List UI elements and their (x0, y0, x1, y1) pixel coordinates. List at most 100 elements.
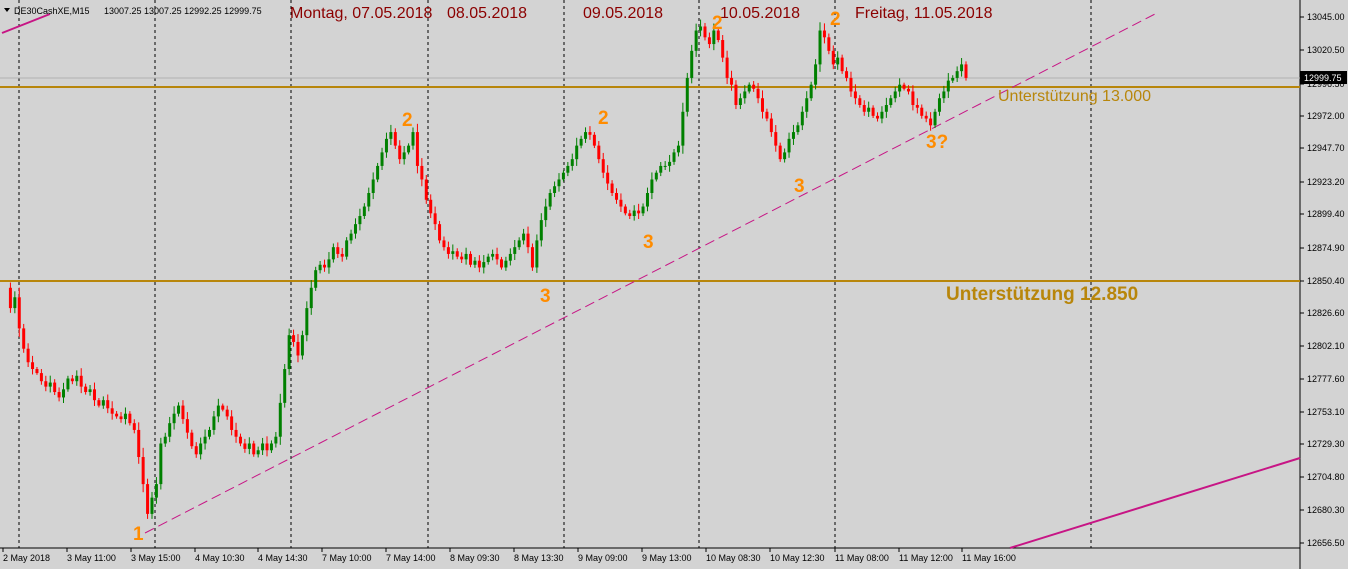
wave-label: 2 (830, 9, 841, 30)
candle-body (92, 389, 96, 401)
candle-body (535, 240, 539, 268)
candle-body (676, 145, 680, 153)
candle-body (725, 57, 729, 78)
candle-body (889, 98, 893, 106)
x-tick-label: 11 May 16:00 (962, 553, 1016, 563)
x-tick-label: 10 May 12:30 (770, 553, 825, 563)
candle-body (615, 193, 619, 200)
candle-body (743, 91, 747, 99)
candle-body (274, 436, 278, 444)
candle-body (17, 297, 21, 329)
candle-body (752, 84, 756, 89)
candle-body (101, 400, 105, 406)
candle-body (685, 77, 689, 112)
candle-body (141, 457, 145, 485)
candle-body (858, 98, 862, 106)
candle-body (451, 251, 455, 254)
y-tick-label: 12802.10 (1307, 341, 1345, 351)
wave-label: 3? (926, 132, 948, 153)
y-tick-label: 13020.50 (1307, 45, 1345, 55)
y-tick-label: 12899.40 (1307, 209, 1345, 219)
candle-body (336, 247, 340, 254)
candle-body (22, 328, 26, 349)
x-tick-label: 8 May 09:30 (450, 553, 500, 563)
candle-body (433, 213, 437, 225)
candle-body (194, 446, 198, 455)
candle-body (769, 118, 773, 133)
candle-body (398, 145, 402, 160)
candle-body (208, 429, 212, 437)
candle-body (937, 98, 941, 112)
candle-body (221, 405, 225, 410)
x-tick-label: 11 May 12:00 (899, 553, 953, 563)
candle-body (504, 260, 508, 268)
candle-body (619, 199, 623, 207)
candle-body (623, 206, 627, 214)
candle-body (730, 77, 734, 85)
candle-body (154, 484, 158, 498)
candle-body (906, 88, 910, 92)
x-tick-label: 3 May 11:00 (67, 553, 116, 563)
candle-body (668, 161, 672, 166)
candle-body (314, 270, 318, 288)
candle-body (584, 132, 588, 139)
candle-body (420, 165, 424, 180)
chevron-down-icon[interactable] (4, 8, 10, 12)
candle-body (787, 138, 791, 153)
trendline-dashed[interactable] (144, 13, 1156, 534)
y-tick-label: 12680.30 (1307, 505, 1345, 515)
candle-body (867, 107, 871, 112)
candle-body (597, 145, 601, 160)
candle-body (367, 193, 371, 207)
trendline-channel-lower[interactable] (1009, 457, 1301, 549)
candle-body (477, 260, 481, 268)
candle-body (110, 408, 114, 414)
candle-body (79, 375, 83, 387)
candle-body (672, 152, 676, 162)
candle-body (26, 348, 30, 363)
candle-body (269, 443, 273, 451)
candle-body (358, 216, 362, 225)
candle-body (442, 240, 446, 248)
candle-body (216, 405, 220, 417)
candle-body (929, 118, 933, 126)
day-header: Freitag, 11.05.2018 (855, 5, 993, 22)
candle-body (123, 413, 127, 420)
candle-body (628, 213, 632, 217)
candle-body (517, 240, 521, 248)
candle-body (415, 132, 419, 166)
candle-body (39, 373, 43, 382)
trendline-channel-upper[interactable] (1, 13, 51, 34)
candle-body (871, 107, 875, 116)
x-tick-label: 2 May 2018 (3, 553, 50, 563)
candle-body (376, 165, 380, 180)
x-tick-label: 11 May 08:00 (835, 553, 889, 563)
day-header: Montag, 07.05.2018 (290, 5, 432, 22)
candle-body (53, 382, 57, 393)
support-label-13000: Unterstützung 13.000 (998, 88, 1151, 105)
candle-body (172, 413, 176, 424)
candle-body (230, 416, 234, 430)
candle-body (190, 432, 194, 447)
candle-body (84, 386, 88, 393)
candle-body (455, 251, 459, 257)
candle-body (283, 369, 287, 403)
candle-body (177, 405, 181, 414)
candle-body (553, 186, 557, 194)
support-label-12850: Unterstützung 12.850 (946, 284, 1138, 305)
candle-body (570, 159, 574, 166)
candle-body (637, 210, 641, 214)
candle-body (561, 172, 565, 180)
candle-body (915, 105, 919, 108)
candle-body (238, 436, 242, 444)
candle-body (924, 115, 928, 119)
candle-body (31, 362, 35, 370)
day-separators (18, 0, 1092, 548)
candle-body (760, 98, 764, 112)
candle-body (893, 91, 897, 99)
candle-body (654, 172, 658, 180)
candle-body (150, 497, 154, 514)
y-tick-label: 12923.20 (1307, 177, 1345, 187)
